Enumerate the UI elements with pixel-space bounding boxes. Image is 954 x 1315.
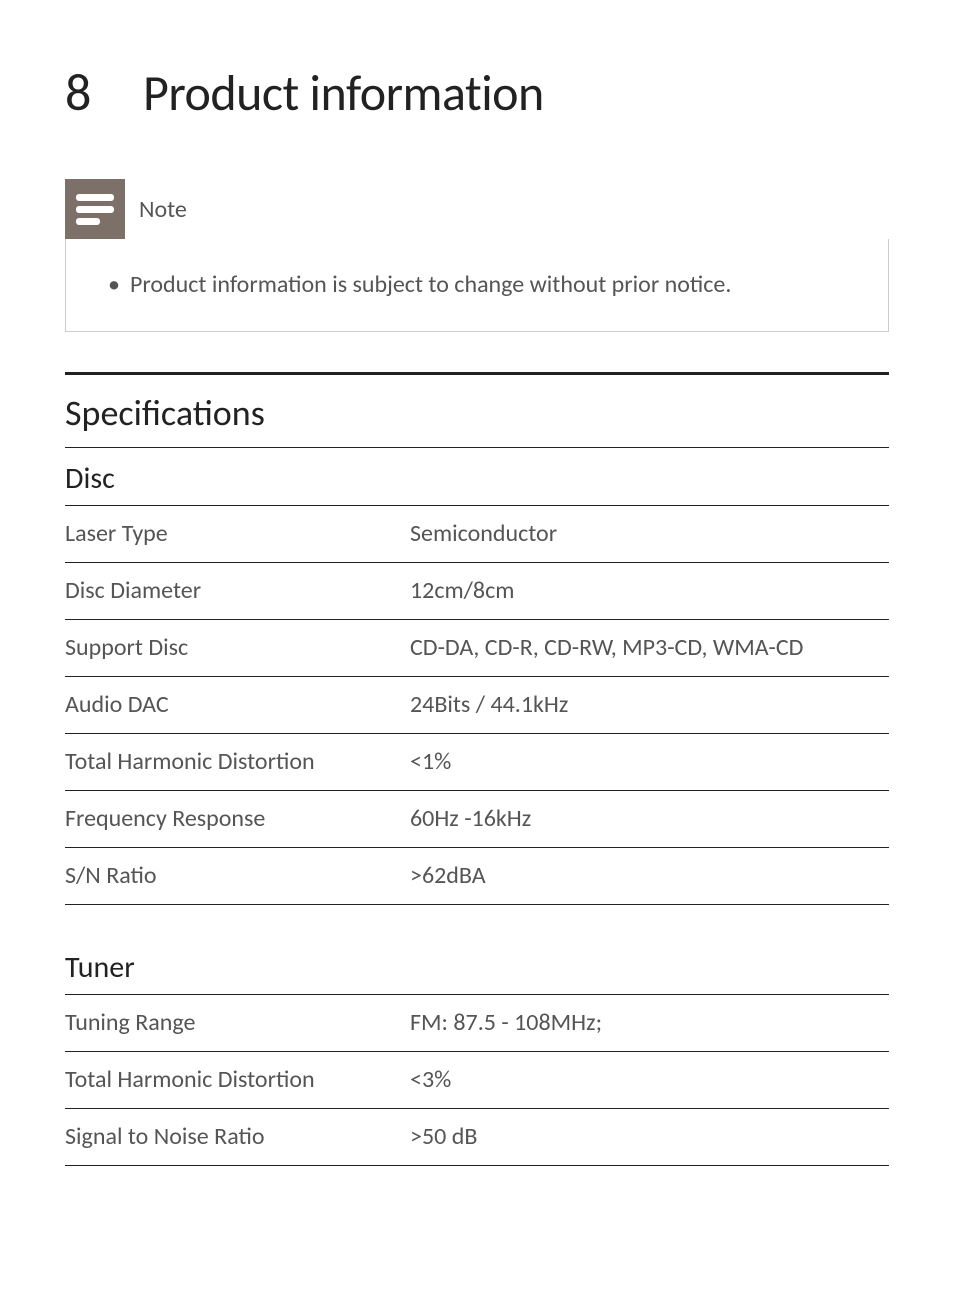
note-bullet-list: Product information is subject to change… (96, 267, 858, 303)
sub-heading-tuner: Tuner (65, 937, 889, 995)
spec-table-tuner: Tuning Range FM: 87.5 - 108MHz; Total Ha… (65, 995, 889, 1166)
spec-label: Frequency Response (65, 791, 410, 848)
table-row: Total Harmonic Distortion <3% (65, 1052, 889, 1109)
section-heading-specifications: Specifications (65, 372, 889, 448)
table-row: Tuning Range FM: 87.5 - 108MHz; (65, 995, 889, 1052)
chapter-title: Product information (143, 63, 544, 124)
chapter-number: 8 (65, 60, 105, 124)
table-row: Total Harmonic Distortion <1% (65, 734, 889, 791)
table-row: Disc Diameter 12cm/8cm (65, 563, 889, 620)
spec-value: 60Hz -16kHz (410, 791, 889, 848)
spec-label: Total Harmonic Distortion (65, 1052, 410, 1109)
spec-label: Audio DAC (65, 677, 410, 734)
spec-group-disc: Disc Laser Type Semiconductor Disc Diame… (65, 448, 889, 905)
spec-value: CD-DA, CD-R, CD-RW, MP3-CD, WMA-CD (410, 620, 889, 677)
spec-label: Signal to Noise Ratio (65, 1109, 410, 1166)
sub-heading-disc: Disc (65, 448, 889, 506)
spec-label: Laser Type (65, 506, 410, 563)
spec-value: <3% (410, 1052, 889, 1109)
table-row: Laser Type Semiconductor (65, 506, 889, 563)
spec-value: 24Bits / 44.1kHz (410, 677, 889, 734)
table-row: Frequency Response 60Hz -16kHz (65, 791, 889, 848)
note-body: Product information is subject to change… (65, 239, 889, 332)
specifications-section: Specifications Disc Laser Type Semicondu… (65, 372, 889, 1166)
spec-label: Tuning Range (65, 995, 410, 1052)
table-row: Signal to Noise Ratio >50 dB (65, 1109, 889, 1166)
table-row: S/N Ratio >62dBA (65, 848, 889, 905)
note-icon (65, 179, 125, 239)
note-block: Note Product information is subject to c… (65, 179, 889, 332)
spec-label: Total Harmonic Distortion (65, 734, 410, 791)
table-row: Audio DAC 24Bits / 44.1kHz (65, 677, 889, 734)
spec-value: >50 dB (410, 1109, 889, 1166)
note-label: Note (139, 195, 187, 224)
page-heading: 8 Product information (65, 60, 889, 124)
spec-table-disc: Laser Type Semiconductor Disc Diameter 1… (65, 506, 889, 905)
spec-value: <1% (410, 734, 889, 791)
spec-value: FM: 87.5 - 108MHz; (410, 995, 889, 1052)
spec-value: Semiconductor (410, 506, 889, 563)
spec-label: Disc Diameter (65, 563, 410, 620)
spec-label: Support Disc (65, 620, 410, 677)
spec-value: 12cm/8cm (410, 563, 889, 620)
spec-label: S/N Ratio (65, 848, 410, 905)
spec-group-tuner: Tuner Tuning Range FM: 87.5 - 108MHz; To… (65, 937, 889, 1166)
note-bullet-item: Product information is subject to change… (108, 267, 858, 303)
spec-value: >62dBA (410, 848, 889, 905)
table-row: Support Disc CD-DA, CD-R, CD-RW, MP3-CD,… (65, 620, 889, 677)
note-header: Note (65, 179, 889, 239)
